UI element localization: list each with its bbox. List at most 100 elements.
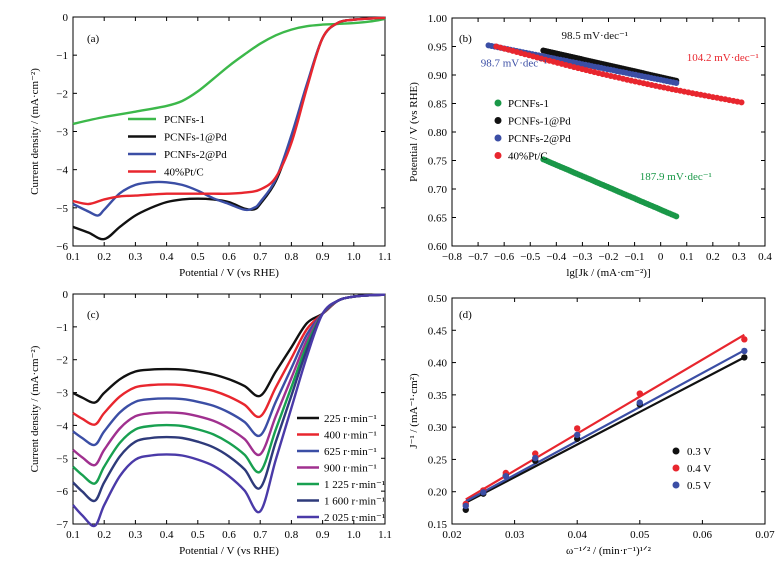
y-axis-label: Current density / (mA·cm⁻²) (29, 345, 41, 472)
legend-marker (494, 99, 502, 107)
panel-b: −0.8 −0.7 −0.6 −0.5 −0.4 −0.3 −0.2 −0.1 0 0.1 0.2 0… (408, 13, 772, 279)
data-point (574, 425, 581, 432)
x-tick-label: 0.4 (758, 251, 772, 263)
y-tick-label: 1.00 (428, 13, 448, 25)
legend-marker (672, 481, 680, 489)
data-point (673, 80, 680, 86)
y-tick-label: −1 (56, 50, 68, 62)
legend-label: PCNFs-2@Pd (164, 149, 227, 161)
series-line (72, 16, 386, 206)
data-point (532, 450, 539, 457)
y-tick-label: −5 (56, 203, 68, 215)
y-tick-label: −3 (56, 388, 68, 400)
x-tick-label: 0.5 (191, 251, 205, 263)
x-tick-label: 0.06 (693, 529, 713, 541)
x-tick-label: 0.6 (222, 529, 236, 541)
data-point (673, 213, 680, 220)
y-tick-label: −2 (56, 355, 68, 367)
y-tick-label: 0.35 (428, 390, 448, 402)
x-tick-label: 0.1 (66, 251, 80, 263)
x-tick-label: 0.3 (129, 529, 143, 541)
panel-label: (c) (87, 309, 100, 321)
data-point (502, 473, 510, 480)
panel-label: (d) (459, 309, 472, 321)
x-axis-label: Potential / V (vs RHE) (179, 267, 279, 279)
legend-marker (494, 117, 502, 124)
legend-label: 0.4 V (687, 463, 711, 475)
x-tick-label: 0.02 (442, 529, 461, 541)
y-tick-label: 0.45 (428, 325, 448, 337)
y-tick-label: 0 (63, 289, 69, 301)
x-tick-label: −0.7 (468, 251, 488, 263)
x-tick-label: 0.2 (97, 529, 111, 541)
x-tick-label: 0.2 (706, 251, 720, 263)
y-tick-label: −4 (56, 165, 68, 177)
y-tick-label: −7 (56, 519, 68, 531)
x-tick-label: 0.07 (755, 529, 775, 541)
x-tick-label: 0.1 (680, 251, 694, 263)
panel-d: 0.02 0.03 0.04 0.05 0.06 0.07 0.15 0.20 0.25 0.30… (408, 293, 775, 557)
legend-label: 40%Pt/C (164, 167, 204, 179)
x-tick-label: 0.3 (732, 251, 746, 263)
legend-label: 1 225 r·min⁻¹ (324, 479, 385, 491)
x-tick-label: 0.4 (160, 251, 174, 263)
x-tick-label: −0.5 (520, 251, 540, 263)
y-tick-label: 0.85 (428, 99, 448, 111)
legend-label: 225 r·min⁻¹ (324, 413, 377, 425)
y-tick-label: 0.20 (428, 487, 448, 499)
panel-a: 0.1 0.2 0.3 0.4 0.5 0.6 0.7 0.8 0.9 1.0 1.1 −6 −5 −4 −… (29, 12, 392, 279)
legend-label: 2 025 r·min⁻¹ (324, 512, 385, 524)
y-tick-label: 0.70 (428, 184, 448, 196)
x-tick-label: −0.3 (572, 251, 592, 263)
legend-label: 400 r·min⁻¹ (324, 430, 377, 442)
y-axis-label: Current density / (mA·cm⁻²) (29, 68, 41, 195)
x-tick-label: 0.7 (253, 251, 267, 263)
series-line (72, 293, 386, 404)
x-tick-label: −0.2 (599, 251, 619, 263)
legend-marker (672, 447, 680, 455)
legend-label: 625 r·min⁻¹ (324, 446, 377, 458)
series-line (72, 16, 386, 241)
x-tick-label: −0.8 (442, 251, 462, 263)
x-tick-label: 0.04 (568, 529, 588, 541)
y-tick-label: −5 (56, 453, 68, 465)
slope-annotation: 98.5 mV·dec⁻¹ (562, 30, 629, 42)
data-point (574, 431, 581, 439)
y-tick-label: 0.60 (428, 241, 448, 253)
x-axis-label: ω⁻¹ᐟ² / (min·r⁻¹)¹ᐟ² (566, 545, 652, 557)
legend-label: 0.3 V (687, 446, 711, 458)
y-tick-label: 0.15 (428, 519, 448, 531)
data-point (462, 502, 469, 510)
x-tick-label: 1.0 (347, 251, 361, 263)
x-tick-label: 1.0 (347, 529, 361, 541)
fit-line (465, 356, 745, 504)
x-tick-label: 0.05 (630, 529, 650, 541)
slope-annotation: 104.2 mV·dec⁻¹ (687, 52, 759, 64)
legend-label: 900 r·min⁻¹ (324, 463, 377, 475)
x-axis-label: Potential / V (vs RHE) (179, 545, 279, 557)
x-tick-label: 1.1 (378, 529, 392, 541)
data-point (741, 347, 748, 355)
y-tick-label: −3 (56, 127, 68, 139)
y-axis-label: J⁻¹ / (mA⁻¹·cm²) (408, 373, 420, 449)
legend-label: PCNFs-1 (164, 114, 205, 126)
plot-frame (451, 297, 766, 525)
x-tick-label: 0.6 (222, 251, 236, 263)
data-point (480, 489, 487, 496)
x-tick-label: 0.1 (66, 529, 80, 541)
slope-annotation: 98.7 mV·dec⁻¹ (481, 57, 548, 69)
legend-label: PCNFs-1 (508, 98, 549, 110)
y-tick-label: −2 (56, 88, 68, 100)
legend-label: 40%Pt/C (508, 151, 548, 163)
slope-annotation: 187.9 mV·dec⁻¹ (640, 171, 712, 183)
panel-label: (a) (87, 33, 100, 45)
x-tick-label: 0.2 (97, 251, 111, 263)
y-axis-label: Potential / V (vs RHE) (408, 82, 420, 182)
y-tick-label: 0.65 (428, 213, 448, 225)
data-point (636, 390, 643, 397)
x-tick-label: 1.1 (378, 251, 392, 263)
y-tick-label: 0.30 (428, 422, 448, 434)
legend-label: 0.5 V (687, 480, 711, 492)
legend-marker (494, 134, 502, 142)
